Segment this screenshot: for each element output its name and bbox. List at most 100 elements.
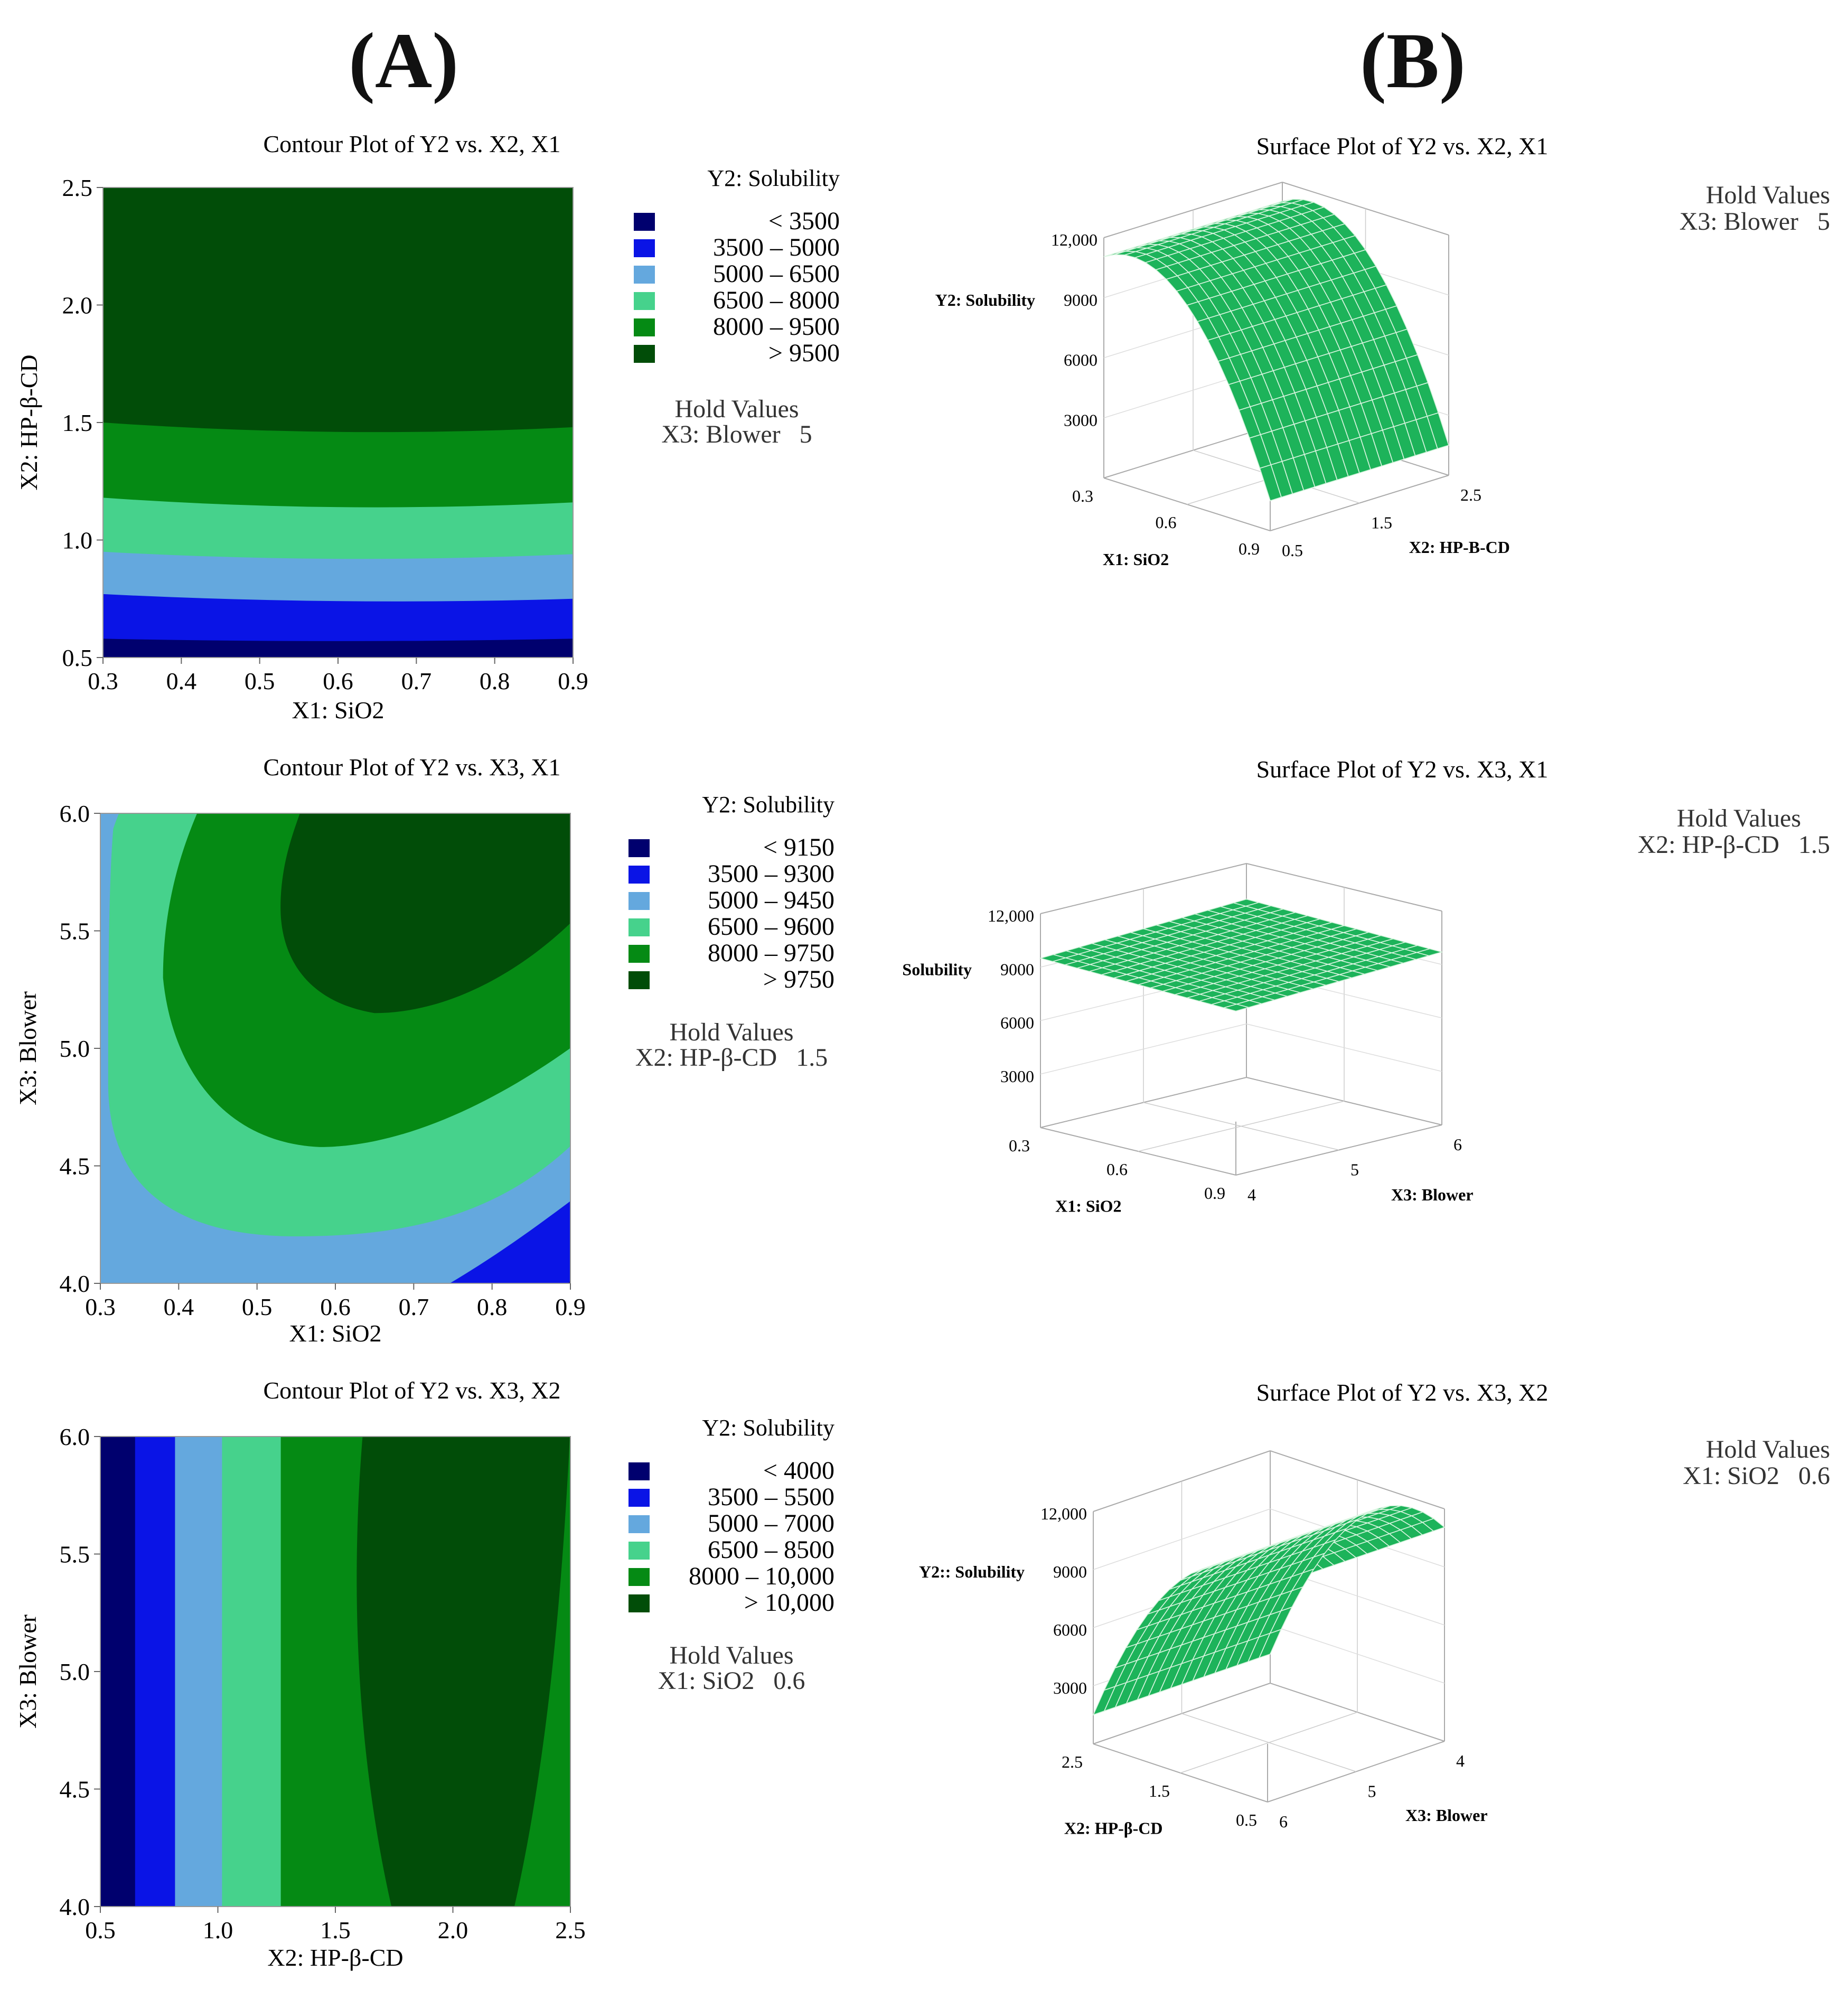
surface-wall-grid	[1270, 1625, 1445, 1684]
surface-panel-x3-x2: Surface Plot of Y2 vs. X3, X2 Hold Value…	[919, 1379, 1830, 1838]
z-tick-label: 6000	[1064, 351, 1097, 370]
chart-title: Surface Plot of Y2 vs. X3, X1	[1256, 756, 1549, 783]
y-axis-label: X3: Blower	[14, 991, 41, 1105]
contour-panel-x3-x1: Contour Plot of Y2 vs. X3, X1 4.0 4.5 5.0 5…	[14, 754, 834, 1347]
y-tick-label: 0.5	[62, 644, 93, 671]
y-tick-label: 4.0	[60, 1270, 90, 1297]
y-axis-ticks: 4.0 4.5 5.0 5.5 6.0	[60, 800, 100, 1297]
legend-swatch	[634, 213, 655, 231]
y-tick-label: 2.5	[62, 174, 93, 201]
y-tick-label: 6.0	[60, 1423, 90, 1450]
x-tick-label: 0.5	[242, 1293, 273, 1320]
legend-label: > 10,000	[744, 1589, 834, 1617]
contour-band	[135, 1437, 176, 1907]
x-tick-label: 0.3	[88, 668, 118, 694]
x-tick-label: 0.9	[555, 1293, 586, 1320]
legend-label: 8000 – 9500	[713, 313, 840, 341]
contour-band	[100, 813, 119, 874]
y-tick-label: 2.0	[62, 292, 93, 319]
chart-title: Contour Plot of Y2 vs. X3, X2	[263, 1377, 560, 1404]
axis-label: X1: SiO2	[1055, 1197, 1121, 1216]
z-tick-label: 6000	[1053, 1620, 1087, 1639]
surface-wall-grid	[1093, 1508, 1271, 1570]
axis-tick-label: 0.5	[1282, 541, 1303, 560]
axis-tick-label: 0.3	[1072, 486, 1093, 505]
axis-tick-label: 1.5	[1371, 513, 1392, 532]
y-axis-ticks: 0.5 1.0 1.5 2.0 2.5	[62, 174, 103, 671]
z-axis-label: Y2:: Solubility	[919, 1562, 1025, 1581]
hold-values-title: Hold Values	[674, 395, 799, 423]
chart-title: Contour Plot of Y2 vs. X3, X1	[263, 754, 560, 781]
axis-tick-label: 2.5	[1062, 1752, 1083, 1771]
chart-title: Contour Plot of Y2 vs. X2, X1	[263, 130, 560, 157]
x-tick-label: 0.3	[85, 1293, 116, 1320]
hold-values-value: X3: Blower 5	[661, 420, 812, 448]
axis-tick-label: 6	[1279, 1812, 1288, 1831]
hold-values-value: X1: SiO2 0.6	[658, 1667, 805, 1695]
axis-tick-label: 0.6	[1156, 513, 1177, 532]
axis-tick-label: 6	[1453, 1135, 1462, 1154]
legend-swatch	[628, 1489, 650, 1507]
x-tick-label: 0.6	[323, 668, 353, 694]
axis-tick-label: 0.9	[1204, 1184, 1225, 1203]
surface-wall-grid	[1246, 1024, 1442, 1072]
legend-swatch	[634, 345, 655, 363]
legend-title: Y2: Solubility	[702, 792, 834, 818]
z-tick-label: 12,000	[988, 906, 1034, 925]
legend-label: 6500 – 8000	[713, 286, 840, 314]
x-tick-label: 0.6	[320, 1293, 351, 1320]
legend-swatch	[628, 1515, 650, 1533]
hold-values-value: X1: SiO2 0.6	[1683, 1462, 1830, 1490]
contour-band	[449, 1201, 570, 1283]
x-axis-label: X2: HP-β-CD	[267, 1944, 403, 1971]
x-axis-ticks: 0.3 0.4 0.5 0.6 0.7 0.8 0.9	[85, 1283, 586, 1320]
hold-values-title: Hold Values	[669, 1018, 793, 1046]
x-tick-label: 0.4	[166, 668, 197, 694]
legend-swatch	[628, 1462, 650, 1480]
y-tick-label: 5.0	[60, 1035, 90, 1062]
x-tick-label: 1.0	[203, 1917, 233, 1944]
legend-label: 5000 – 6500	[713, 260, 840, 288]
y-axis-label: X2: HP-β-CD	[15, 354, 42, 490]
legend-swatch	[628, 866, 650, 884]
z-tick-label: 9000	[1064, 290, 1097, 309]
legend-swatch	[628, 945, 650, 963]
legend-label: 8000 – 9750	[708, 939, 834, 967]
panel-b-label: (B)	[1360, 17, 1466, 105]
legend-label: 3500 – 5500	[708, 1483, 834, 1511]
surface-floor-grid	[1138, 1101, 1345, 1152]
surface-mesh-cell	[1271, 199, 1293, 205]
hold-values-title: Hold Values	[1706, 181, 1830, 209]
axis-tick-label: 0.6	[1106, 1160, 1128, 1179]
z-tick-label: 6000	[1000, 1013, 1034, 1032]
legend-swatch	[634, 266, 655, 284]
surface-panel-x3-x1: Surface Plot of Y2 vs. X3, X1 Hold Value…	[898, 756, 1830, 1216]
y-tick-label: 6.0	[60, 800, 90, 827]
axis-label: X3: Blower	[1391, 1185, 1474, 1204]
axis-tick-label: 1.5	[1149, 1781, 1170, 1800]
legend-swatch	[628, 971, 650, 989]
axis-tick-label: 4	[1456, 1751, 1465, 1770]
surface-mesh-cell	[1258, 1629, 1282, 1659]
x-axis-ticks: 0.5 1.0 1.5 2.0 2.5	[85, 1907, 586, 1944]
legend-swatch	[634, 318, 655, 336]
axis-tick-label: 4	[1247, 1185, 1256, 1204]
legend-swatch	[634, 239, 655, 257]
y-tick-label: 5.0	[60, 1658, 90, 1685]
legend-swatch	[628, 1568, 650, 1586]
hold-values-title: Hold Values	[669, 1641, 793, 1669]
y-tick-label: 5.5	[60, 1541, 90, 1568]
x-axis-ticks: 0.3 0.4 0.5 0.6 0.7 0.8 0.9	[88, 658, 588, 694]
surface-plot: 12,000 9000 6000 3000 Y2: Solubility 0.3 0.6 0.…	[898, 863, 1474, 1216]
x-axis-label: X1: SiO2	[292, 697, 384, 724]
legend-swatch	[634, 292, 655, 310]
legend-label: 3500 – 9300	[708, 860, 834, 888]
axis-tick-label: 2.5	[1460, 485, 1481, 504]
y-axis-ticks: 4.0 4.5 5.0 5.5 6.0	[60, 1423, 100, 1920]
z-tick-label: 12,000	[1040, 1504, 1087, 1523]
x-tick-label: 0.4	[164, 1293, 194, 1320]
x-tick-label: 0.7	[401, 668, 432, 694]
z-axis-label: Y2: Solubility	[898, 960, 972, 979]
